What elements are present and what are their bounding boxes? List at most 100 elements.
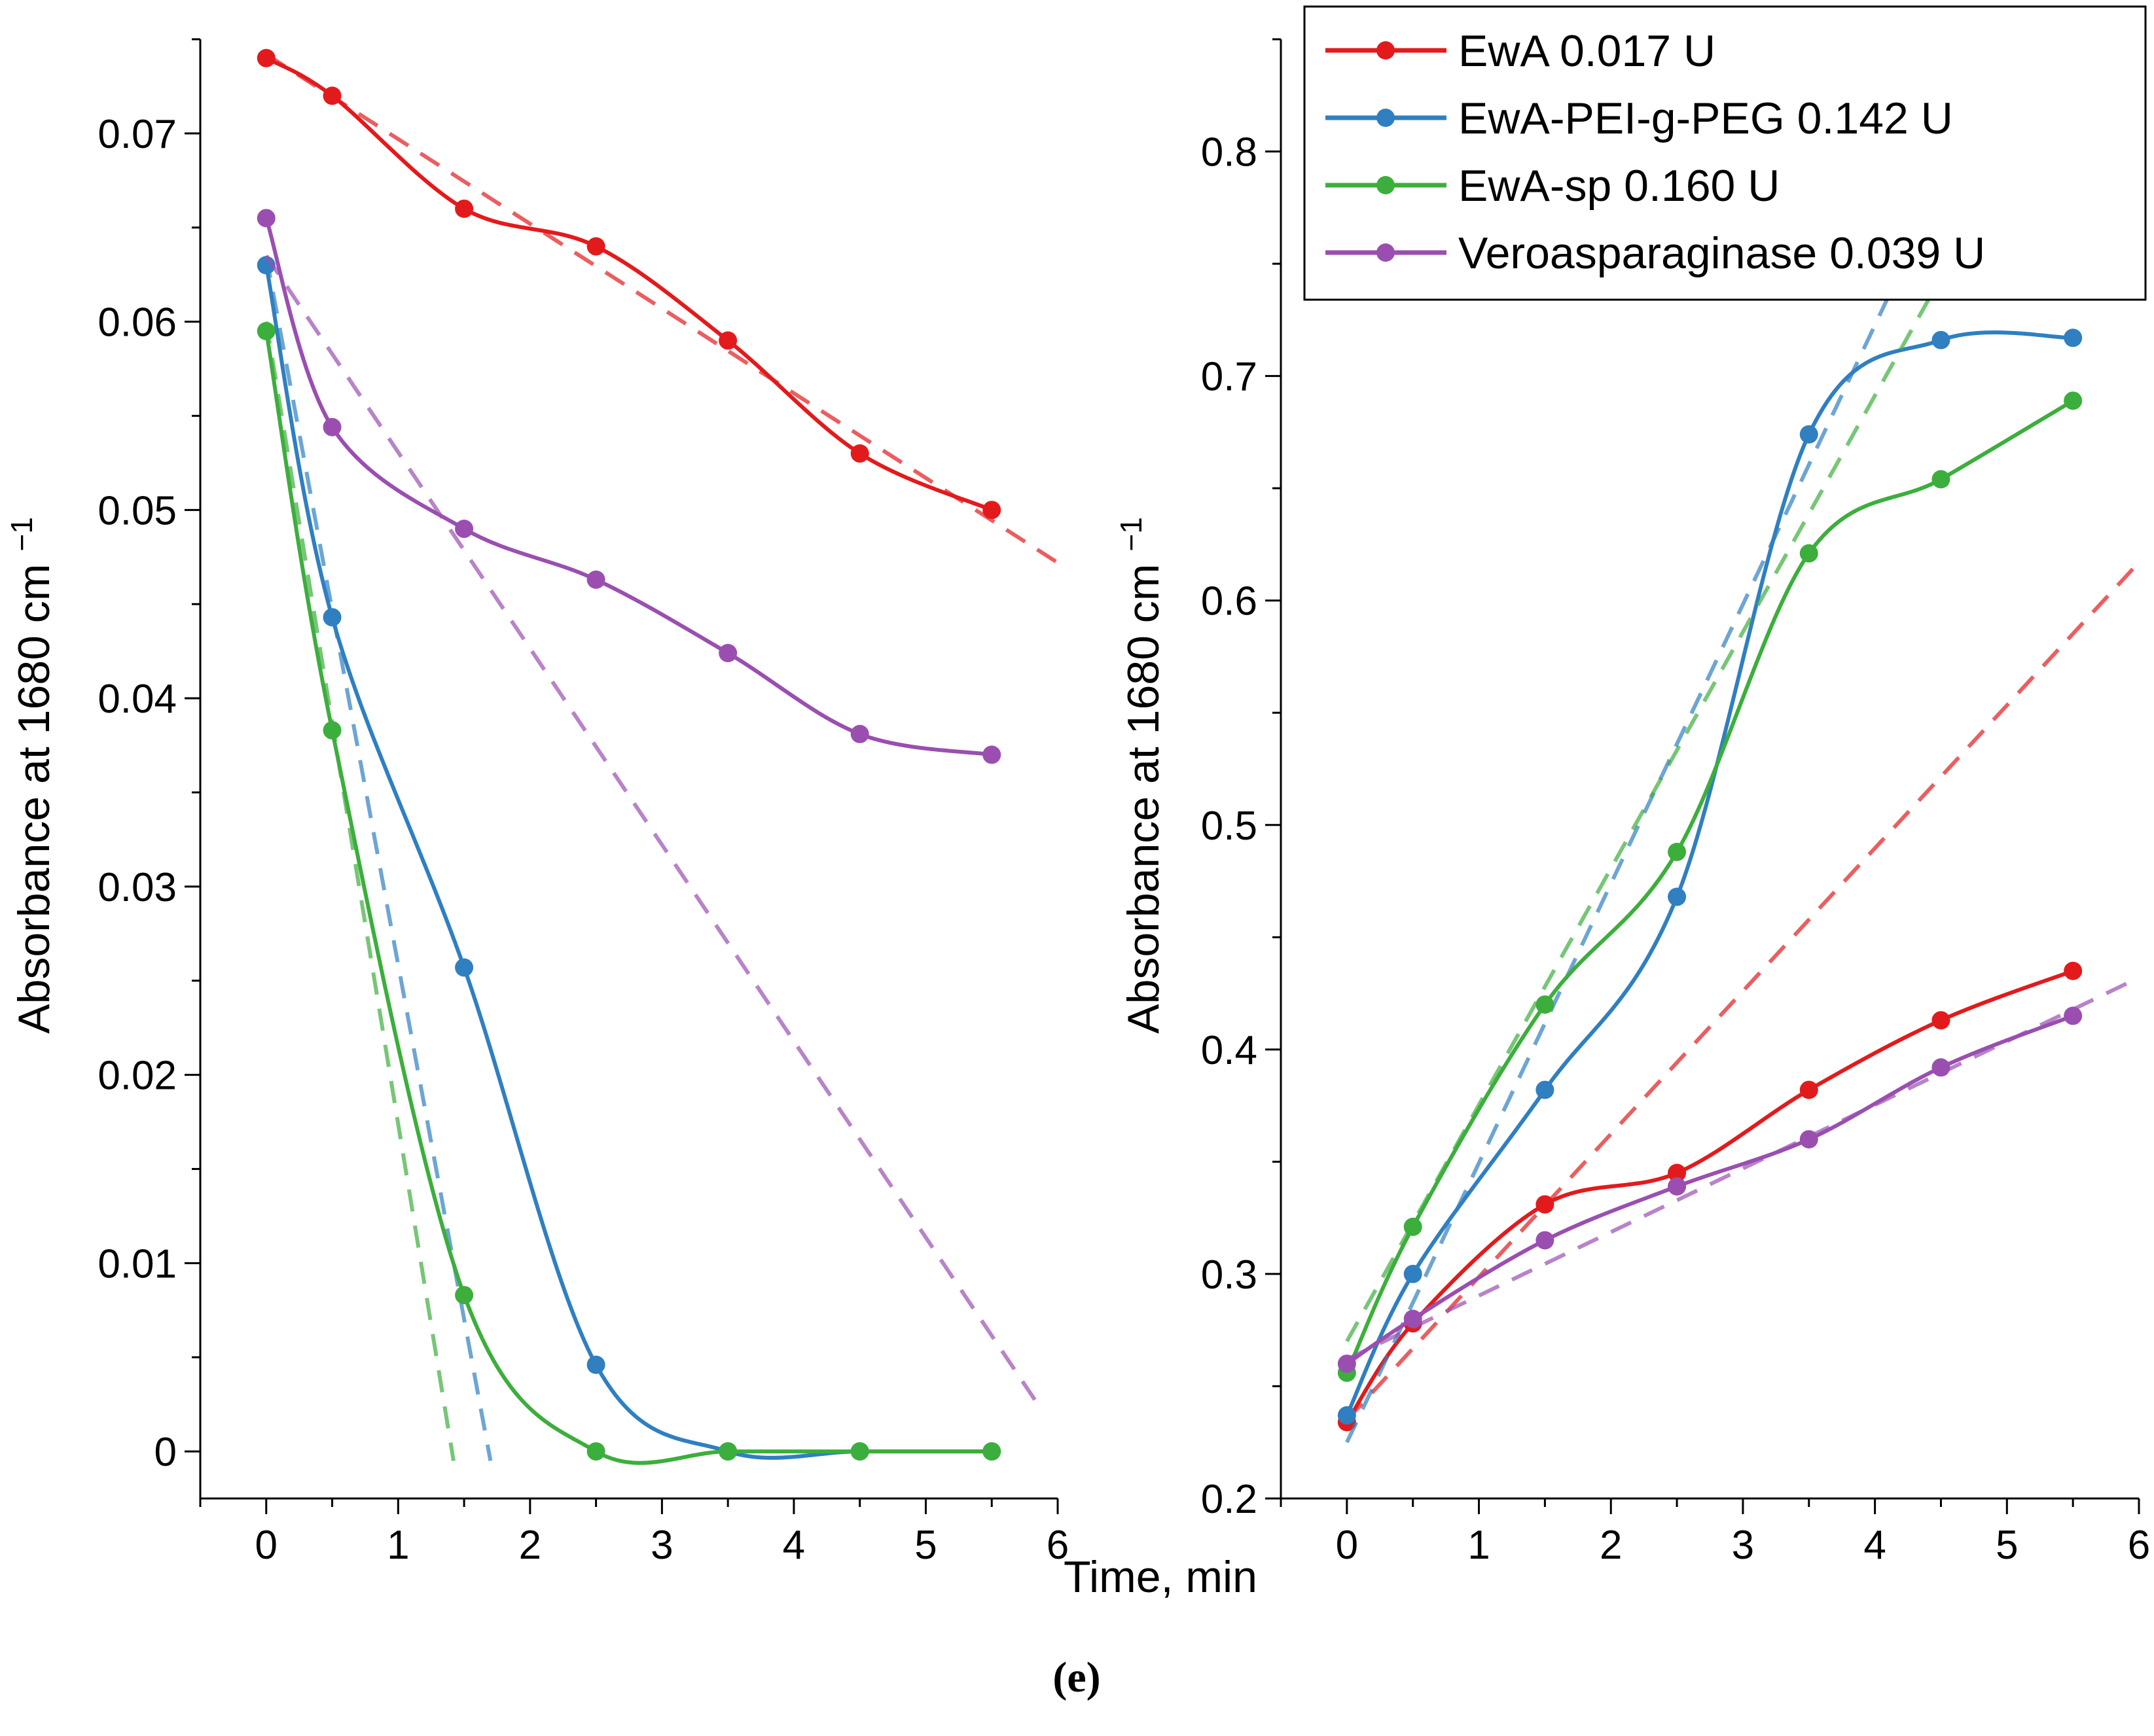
left-point-veroasparaginase	[850, 724, 869, 743]
panel-label: (e)	[1052, 1654, 1100, 1701]
right-y-tick-label: 0.2	[1201, 1477, 1257, 1522]
right-y-tick-label: 0.6	[1201, 579, 1257, 624]
right-point-ewa-sp	[1799, 544, 1818, 563]
right-point-ewa-sp	[1535, 995, 1554, 1014]
right-y-tick-label: 0.7	[1201, 355, 1257, 400]
left-y-tick-label: 0.01	[98, 1241, 177, 1286]
left-x-tick-label: 4	[783, 1523, 805, 1568]
left-point-ewa	[719, 331, 738, 350]
legend-marker	[1376, 243, 1395, 262]
left-point-veroasparaginase	[257, 209, 276, 228]
left-point-veroasparaginase	[586, 570, 605, 589]
left-point-ewa-sp	[323, 721, 342, 740]
left-point-ewa-sp	[257, 322, 276, 340]
left-point-ewa-sp	[586, 1442, 605, 1461]
right-point-ewa	[1668, 1163, 1687, 1182]
left-plot-area	[257, 48, 1058, 1465]
right-point-ewa-sp	[1403, 1217, 1422, 1236]
right-point-ewa	[2064, 961, 2083, 980]
left-y-tick-label: 0.04	[98, 677, 177, 722]
legend-label: Veroasparaginase 0.039 U	[1458, 228, 1985, 278]
legend-label: EwA-PEI-g-PEG 0.142 U	[1458, 94, 1953, 143]
left-fit-line-ewa-pei-g-peg	[264, 255, 493, 1462]
left-y-tick-label: 0.02	[98, 1054, 177, 1099]
right-point-veroasparaginase	[1668, 1177, 1687, 1196]
left-y-tick-label: 0.06	[98, 300, 177, 345]
left-point-veroasparaginase	[323, 417, 342, 436]
right-y-tick-label: 0.5	[1201, 804, 1257, 849]
right-x-tick-label: 2	[1600, 1523, 1622, 1568]
right-point-ewa-pei-g-peg	[1403, 1264, 1422, 1283]
left-point-ewa	[455, 199, 474, 218]
right-point-ewa	[1931, 1011, 1950, 1030]
left-curve-ewa-sp	[264, 330, 992, 1465]
right-point-veroasparaginase	[1403, 1309, 1422, 1328]
right-curve-ewa	[1345, 968, 2074, 1424]
legend-marker	[1376, 41, 1395, 60]
right-point-ewa-pei-g-peg	[2064, 328, 2083, 347]
left-x-tick-label: 6	[1047, 1523, 1069, 1568]
right-point-veroasparaginase	[2064, 1006, 2083, 1025]
right-point-ewa-sp	[2064, 391, 2083, 410]
left-point-ewa-pei-g-peg	[455, 958, 474, 977]
right-x-tick-label: 0	[1336, 1523, 1358, 1568]
right-x-tick-label: 3	[1732, 1523, 1754, 1568]
left-x-tick-label: 0	[255, 1523, 278, 1568]
right-point-ewa-pei-g-peg	[1668, 887, 1687, 906]
left-point-ewa-sp	[850, 1442, 869, 1461]
right-curve-ewa-pei-g-peg	[1345, 330, 2073, 1417]
right-fit-line-ewa-pei-g-peg	[1345, 240, 1916, 1444]
right-point-veroasparaginase	[1799, 1130, 1818, 1149]
left-point-ewa-sp	[455, 1286, 474, 1305]
right-point-ewa-sp	[1668, 842, 1687, 861]
legend-label: EwA-sp 0.160 U	[1458, 161, 1780, 211]
right-point-ewa-pei-g-peg	[1337, 1406, 1356, 1425]
left-y-tick-label: 0.03	[98, 865, 177, 910]
left-x-tick-label: 3	[651, 1523, 673, 1568]
right-x-tick-label: 1	[1467, 1523, 1490, 1568]
left-curve-veroasparaginase	[264, 217, 992, 757]
right-x-tick-label: 6	[2128, 1523, 2150, 1568]
left-panel: 0 1 2 3 4 5 6 0 0.01 0.02 0.03 0.04 0.05 0.06 0.07 Abso…	[5, 38, 1069, 1568]
left-point-veroasparaginase	[719, 644, 738, 663]
left-point-ewa	[323, 86, 342, 105]
right-plot-area	[1337, 229, 2139, 1444]
left-y-tick-label: 0	[154, 1430, 177, 1475]
right-y-tick-label: 0.4	[1201, 1028, 1257, 1073]
left-point-ewa-pei-g-peg	[586, 1355, 605, 1374]
left-point-ewa	[850, 444, 869, 463]
legend-marker	[1376, 176, 1395, 194]
left-x-tick-label: 5	[914, 1523, 937, 1568]
legend-label: EwA 0.017 U	[1458, 26, 1715, 76]
right-y-axis-title: Absorbance at 1680 cm −1	[1114, 517, 1168, 1034]
right-point-veroasparaginase	[1337, 1355, 1356, 1373]
right-y-tick-label: 0.3	[1201, 1252, 1257, 1298]
left-point-veroasparaginase	[455, 520, 474, 539]
right-point-ewa-sp	[1931, 470, 1950, 489]
right-curve-ewa-sp	[1345, 399, 2074, 1374]
left-point-ewa	[257, 48, 276, 67]
right-curve-veroasparaginase	[1346, 1014, 2074, 1366]
right-y-tick-label: 0.8	[1201, 130, 1257, 175]
right-point-ewa-pei-g-peg	[1931, 330, 1950, 349]
x-axis-title: Time, min	[1064, 1552, 1257, 1602]
left-x-tick-label: 2	[519, 1523, 541, 1568]
right-point-ewa-pei-g-peg	[1799, 425, 1818, 444]
legend: EwA 0.017 U EwA-PEI-g-PEG 0.142 U EwA-sp 0…	[1303, 5, 2147, 301]
left-y-axis-title: Absorbance at 1680 cm −1	[5, 517, 59, 1034]
legend-marker	[1376, 109, 1395, 127]
left-curve-ewa-pei-g-peg	[264, 264, 992, 1460]
right-point-veroasparaginase	[1931, 1058, 1950, 1077]
left-point-veroasparaginase	[982, 745, 1001, 764]
left-x-tick-label: 1	[387, 1523, 409, 1568]
left-fit-line-ewa-sp	[264, 321, 456, 1461]
left-point-ewa-sp	[982, 1442, 1001, 1461]
right-fit-line-ewa-sp	[1345, 229, 1969, 1343]
right-point-veroasparaginase	[1535, 1231, 1554, 1250]
left-point-ewa-pei-g-peg	[323, 608, 342, 627]
right-point-ewa-pei-g-peg	[1535, 1080, 1554, 1099]
left-point-ewa-sp	[719, 1442, 738, 1461]
right-x-tick-label: 5	[1996, 1523, 2018, 1568]
left-point-ewa	[982, 501, 1001, 520]
